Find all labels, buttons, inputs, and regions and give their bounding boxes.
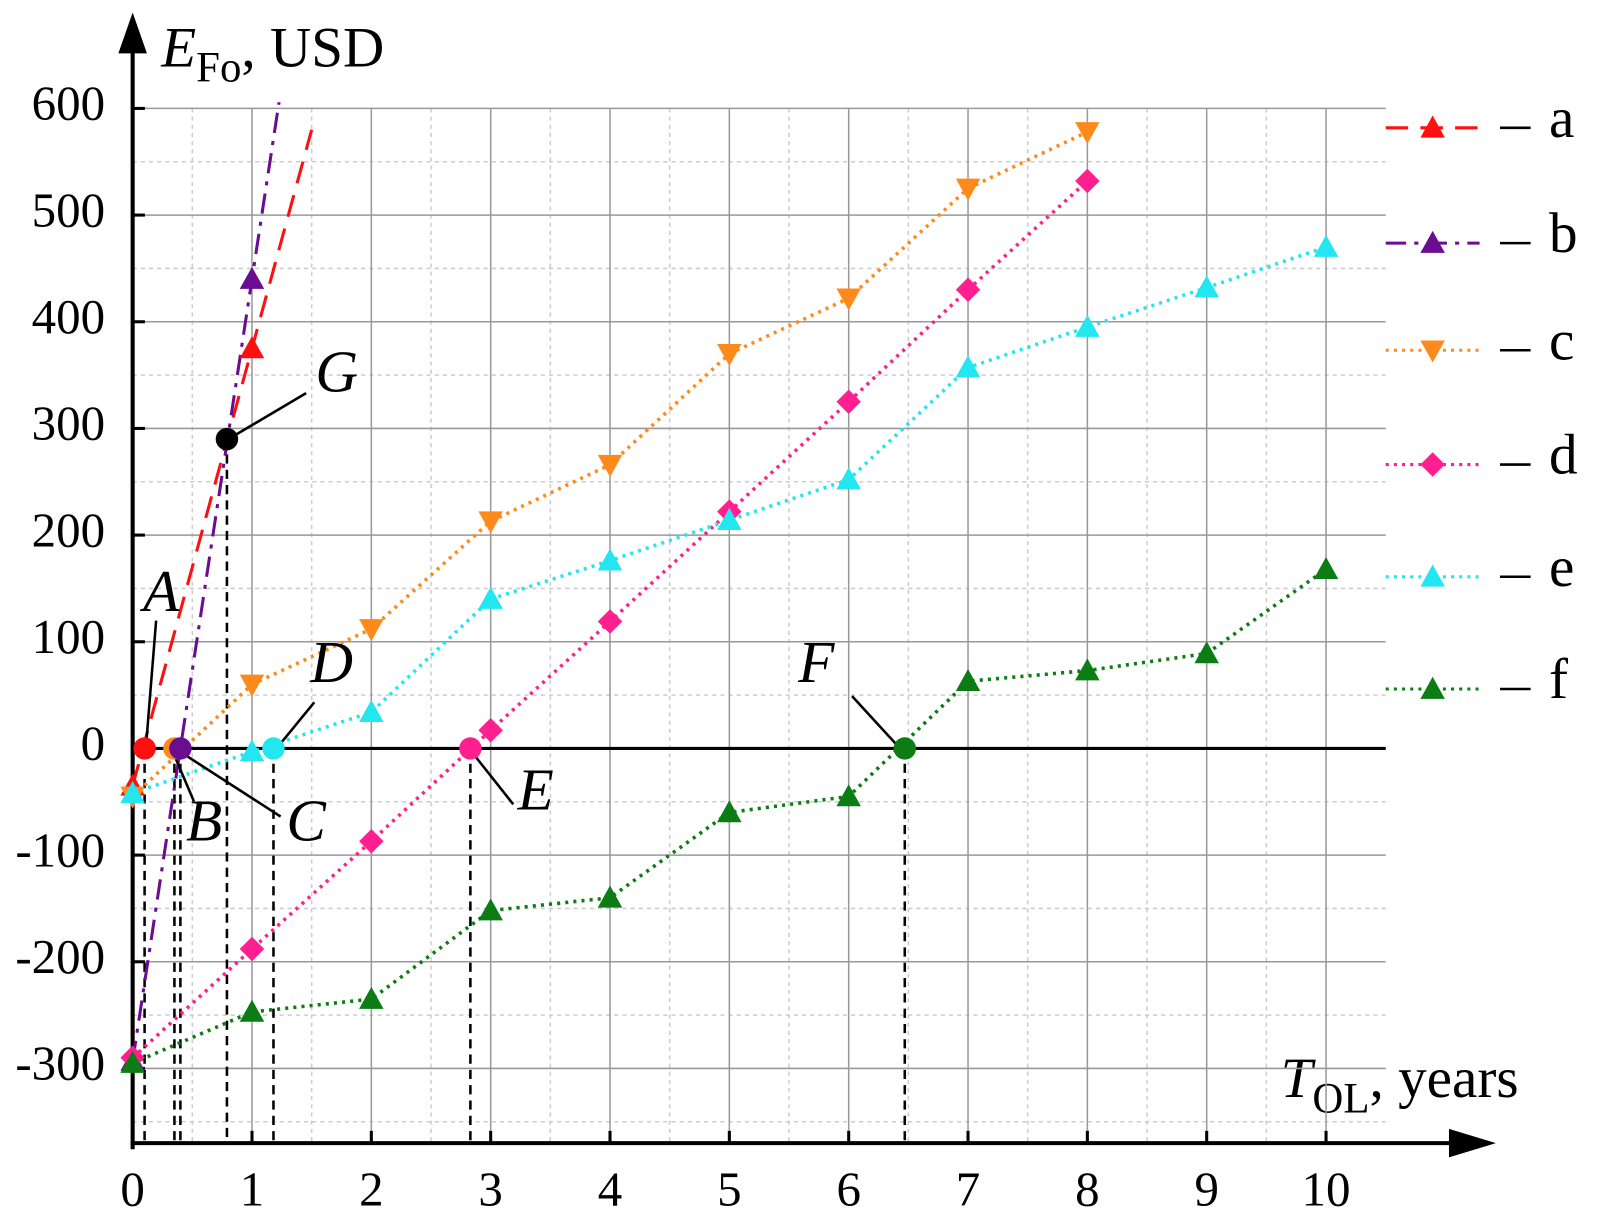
marker — [597, 885, 623, 908]
leader-line — [851, 695, 899, 748]
legend-label: c — [1549, 309, 1574, 372]
point-label: D — [309, 629, 353, 695]
marker — [478, 898, 503, 921]
legend-label: f — [1549, 648, 1569, 711]
marker — [1420, 230, 1445, 253]
legend-label: a — [1549, 87, 1574, 150]
marker — [359, 828, 384, 854]
point-label: E — [517, 757, 554, 823]
leader-line — [276, 701, 316, 749]
y-tick-label: 0 — [81, 716, 105, 771]
marker — [836, 467, 861, 490]
marker — [1313, 234, 1339, 257]
marker — [359, 699, 384, 722]
x-tick-label: 5 — [717, 1161, 741, 1216]
key-point — [215, 427, 239, 451]
legend-label: e — [1549, 536, 1574, 599]
marker — [717, 343, 742, 367]
y-tick-label: 400 — [32, 289, 105, 344]
marker — [120, 780, 145, 804]
marker — [478, 586, 503, 609]
y-tick-label: 200 — [32, 502, 105, 557]
leader-line — [185, 754, 282, 818]
y-tick-label: 300 — [32, 396, 105, 451]
point-label: F — [797, 629, 835, 695]
marker — [1420, 115, 1445, 138]
y-tick-label: -300 — [15, 1036, 105, 1091]
legend-label: d — [1549, 424, 1578, 487]
marker — [239, 266, 265, 289]
marker — [1075, 122, 1100, 145]
y-tick-label: 100 — [32, 609, 105, 664]
marker — [239, 999, 265, 1022]
marker — [1420, 452, 1445, 477]
marker — [597, 548, 623, 571]
series-line — [132, 102, 281, 1062]
x-tick-label: 2 — [359, 1161, 383, 1216]
x-tick-label: 6 — [836, 1161, 860, 1216]
marker — [239, 336, 265, 359]
marker — [717, 507, 742, 530]
marker — [239, 739, 265, 762]
point-label: C — [286, 787, 327, 853]
marker — [717, 800, 742, 823]
point-label: B — [186, 787, 222, 853]
marker — [1194, 641, 1219, 664]
y-tick-label: 600 — [32, 76, 105, 131]
legend-label: b — [1549, 202, 1578, 265]
x-tick-label: 1 — [240, 1161, 264, 1216]
marker — [597, 454, 623, 477]
y-axis-arrow — [118, 12, 147, 54]
key-point — [262, 737, 285, 760]
marker — [478, 511, 503, 534]
key-point — [459, 737, 482, 760]
x-axis-label: TOL, years — [1281, 1047, 1519, 1122]
point-label: G — [315, 338, 358, 404]
marker — [955, 277, 981, 303]
marker — [1194, 275, 1219, 298]
point-label: A — [139, 558, 180, 624]
marker — [836, 288, 861, 311]
leader-line — [172, 752, 196, 802]
marker — [955, 178, 981, 201]
y-tick-label: -200 — [15, 929, 105, 984]
series-line — [132, 567, 1328, 1065]
y-tick-label: -100 — [15, 822, 105, 877]
x-tick-label: 10 — [1302, 1161, 1351, 1216]
y-tick-label: 500 — [32, 182, 105, 237]
marker — [1075, 314, 1100, 337]
leader-line — [144, 620, 158, 748]
x-tick-label: 7 — [956, 1161, 980, 1216]
marker — [836, 784, 861, 807]
x-tick-label: 0 — [120, 1161, 144, 1216]
x-tick-label: 9 — [1194, 1161, 1218, 1216]
marker — [478, 718, 503, 743]
marker — [239, 674, 265, 697]
marker — [120, 1050, 145, 1073]
x-tick-label: 3 — [478, 1161, 502, 1216]
key-point — [169, 737, 192, 760]
key-point — [133, 737, 156, 760]
leader-line — [473, 754, 515, 806]
marker — [1313, 556, 1339, 580]
key-point — [893, 737, 917, 760]
marker — [1075, 168, 1100, 194]
x-axis-arrow — [1448, 1128, 1496, 1158]
marker — [359, 619, 384, 642]
marker — [955, 668, 981, 692]
marker — [597, 609, 623, 634]
marker — [1075, 658, 1100, 681]
marker — [955, 355, 981, 378]
x-tick-label: 4 — [598, 1161, 622, 1216]
x-tick-label: 8 — [1075, 1161, 1099, 1216]
marker — [359, 986, 384, 1009]
series-line — [132, 129, 314, 787]
marker — [1420, 340, 1445, 363]
y-axis-label: EFo, USD — [160, 16, 384, 91]
leader-line — [227, 392, 307, 441]
marker — [1420, 564, 1445, 587]
marker — [836, 389, 861, 415]
marker — [1420, 676, 1445, 699]
